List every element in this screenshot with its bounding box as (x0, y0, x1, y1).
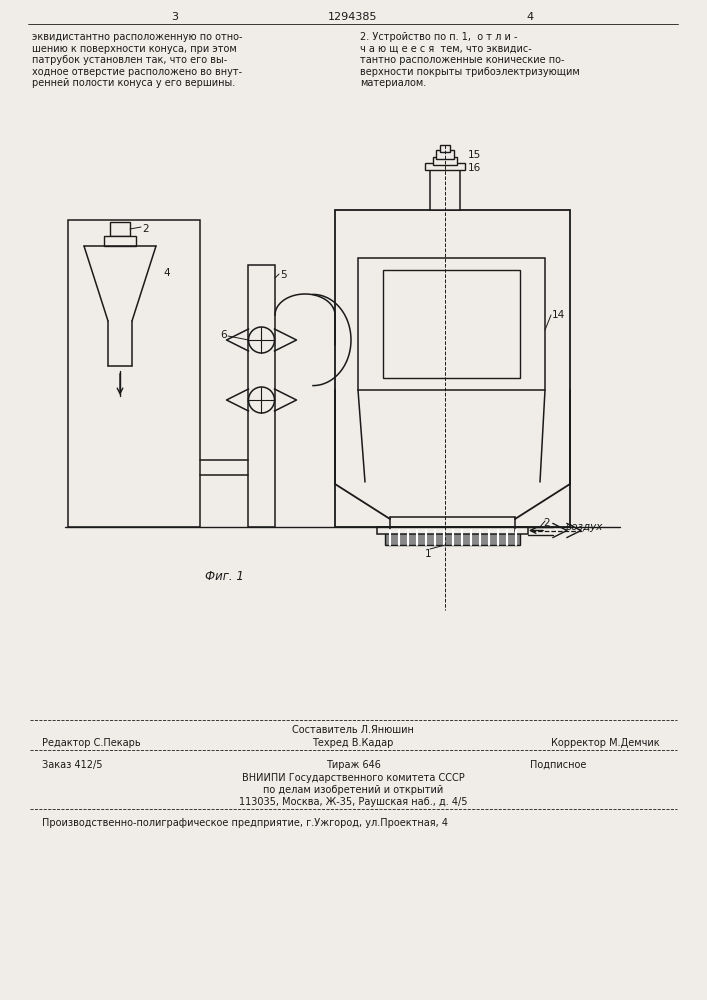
Text: 4: 4 (163, 268, 170, 278)
Polygon shape (335, 210, 570, 527)
Polygon shape (110, 222, 130, 236)
Text: 2: 2 (543, 518, 549, 528)
Polygon shape (436, 150, 454, 159)
Polygon shape (383, 270, 520, 378)
Polygon shape (440, 145, 450, 152)
Text: эквидистантно расположенную по отно-
шению к поверхности конуса, при этом
патруб: эквидистантно расположенную по отно- шен… (32, 32, 243, 88)
Polygon shape (68, 220, 200, 527)
Text: 16: 16 (468, 163, 481, 173)
Polygon shape (430, 168, 460, 210)
Polygon shape (248, 265, 275, 527)
Text: Техред В.Кадар: Техред В.Кадар (312, 738, 394, 748)
Text: Тираж 646: Тираж 646 (325, 760, 380, 770)
Text: ВНИИПИ Государственного комитета СССР: ВНИИПИ Государственного комитета СССР (242, 773, 464, 783)
Polygon shape (358, 258, 545, 390)
Text: Фиг. 1: Фиг. 1 (205, 570, 244, 583)
Text: 14: 14 (552, 310, 566, 320)
Text: 4: 4 (527, 12, 534, 22)
Polygon shape (377, 527, 528, 534)
Text: Составитель Л.Янюшин: Составитель Л.Янюшин (292, 725, 414, 735)
Text: 113035, Москва, Ж-35, Раушская наб., д. 4/5: 113035, Москва, Ж-35, Раушская наб., д. … (239, 797, 467, 807)
Text: 2. Устройство по п. 1,  о т л и -
ч а ю щ е е с я  тем, что эквидис-
тантно расп: 2. Устройство по п. 1, о т л и - ч а ю щ… (360, 32, 580, 88)
Text: Корректор М.Демчик: Корректор М.Демчик (551, 738, 660, 748)
Text: 2: 2 (142, 224, 148, 234)
Text: 1: 1 (425, 549, 432, 559)
Text: 15: 15 (468, 150, 481, 160)
Text: воздух: воздух (566, 522, 603, 532)
Polygon shape (104, 236, 136, 246)
Text: Подписное: Подписное (530, 760, 586, 770)
Text: 3: 3 (172, 12, 178, 22)
Text: Производственно-полиграфическое предприятие, г.Ужгород, ул.Проектная, 4: Производственно-полиграфическое предприя… (42, 818, 448, 828)
Text: 6: 6 (220, 330, 227, 340)
Text: 5: 5 (280, 270, 286, 280)
Polygon shape (425, 163, 465, 170)
Text: 1294385: 1294385 (328, 12, 378, 22)
Polygon shape (433, 157, 457, 165)
Text: Заказ 412/5: Заказ 412/5 (42, 760, 103, 770)
Text: Редактор С.Пекарь: Редактор С.Пекарь (42, 738, 141, 748)
Text: по делам изобретений и открытий: по делам изобретений и открытий (263, 785, 443, 795)
Polygon shape (385, 530, 520, 545)
